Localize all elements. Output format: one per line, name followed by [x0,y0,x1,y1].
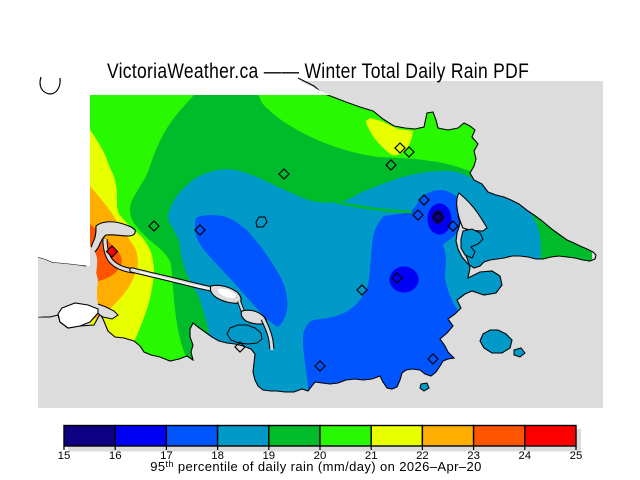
svg-text:VictoriaWeather.ca —— Winter T: VictoriaWeather.ca —— Winter Total Daily… [107,59,529,83]
svg-text:21: 21 [365,450,378,462]
svg-text:22: 22 [416,450,429,462]
svg-text:25: 25 [570,450,583,462]
svg-text:16: 16 [109,450,122,462]
svg-text:24: 24 [518,450,531,462]
svg-text:17: 17 [160,450,173,462]
svg-text:18: 18 [211,450,224,462]
svg-text:15: 15 [58,450,71,462]
svg-text:19: 19 [262,450,275,462]
svg-text:95th percentile of daily rain: 95th percentile of daily rain (mm/day) o… [150,459,482,474]
svg-text:23: 23 [467,450,480,462]
svg-text:20: 20 [314,450,327,462]
